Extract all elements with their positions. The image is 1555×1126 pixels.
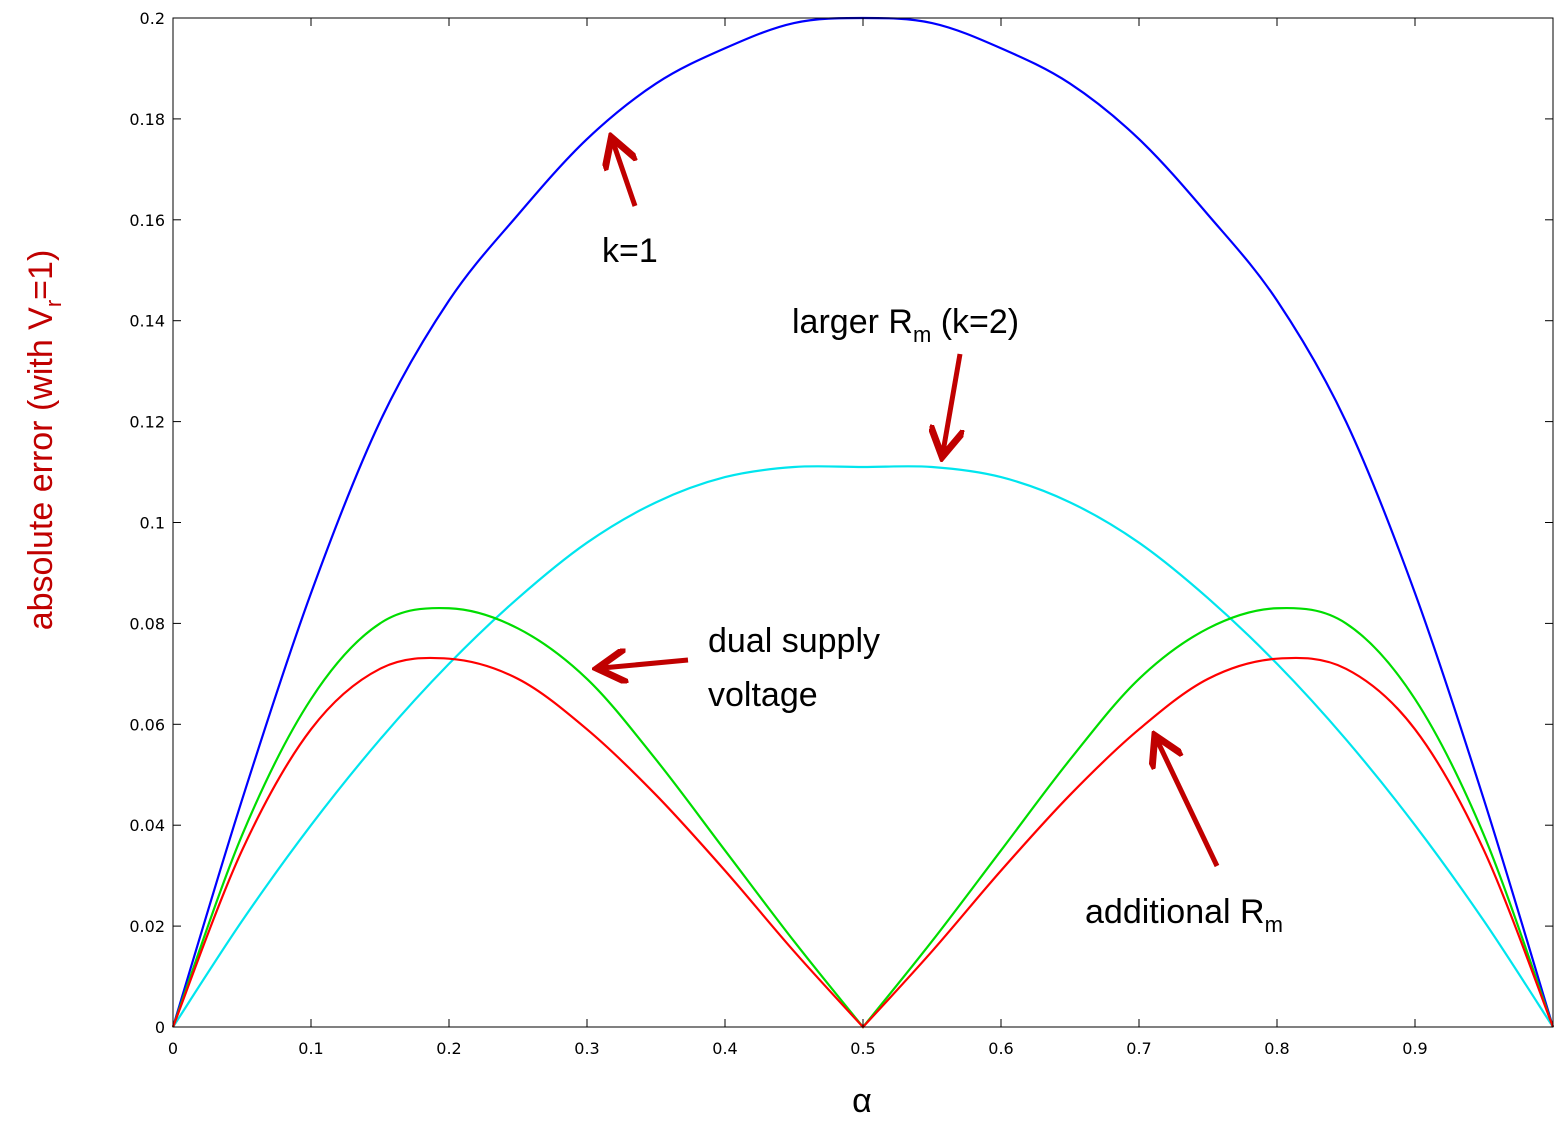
x-tick-label: 0.2: [436, 1039, 461, 1058]
x-axis-title: α: [852, 1082, 872, 1120]
series-line-3: [171, 656, 1555, 1029]
annotation-k1: k=1: [602, 142, 658, 270]
series-line-2: [171, 606, 1555, 1029]
x-tick-label: 0.8: [1264, 1039, 1289, 1058]
annotation-larger-rm-label: larger Rm (k=2): [792, 303, 1019, 347]
y-tick-label: 0.08: [129, 614, 165, 633]
annotation-additional-rm: additional Rm: [1085, 740, 1283, 937]
annotation-larger-rm: larger Rm (k=2): [792, 303, 1019, 452]
x-tick-label: 0.3: [574, 1039, 599, 1058]
x-tick-label: 0.5: [850, 1039, 875, 1058]
y-tick-label: 0.16: [129, 211, 165, 230]
y-tick-label: 0.14: [129, 312, 165, 331]
y-tick-label: 0.18: [129, 110, 165, 129]
y-tick-label: 0.2: [140, 9, 165, 28]
annotation-k1-arrow: [613, 142, 635, 207]
annotation-dual-supply-arrow: [602, 660, 689, 668]
annotation-dual-supply-label-line2: voltage: [708, 676, 818, 714]
annotation-dual-supply: dual supply voltage: [602, 622, 880, 714]
ticks-layer: 0 0.1 0.2 0.3 0.4 0.5 0.6 0.7 0.8 0.9 0 0.02 0.04 0.0…: [129, 9, 1553, 1058]
y-tick-label: 0.12: [129, 413, 165, 432]
y-tick-label: 0.04: [129, 816, 165, 835]
annotation-dual-supply-label: dual supply: [708, 622, 880, 660]
annotation-k1-label: k=1: [602, 232, 658, 270]
y-axis-title: absolute error (with Vr=1): [22, 250, 66, 631]
y-tick-label: 0.02: [129, 917, 165, 936]
y-tick-label: 0.06: [129, 715, 165, 734]
y-tick-label: 0: [155, 1018, 165, 1037]
plot-area-frame: [172, 17, 1554, 1028]
x-tick-label: 0: [168, 1039, 178, 1058]
x-tick-label: 0.7: [1126, 1039, 1151, 1058]
series-layer: [171, 16, 1555, 1029]
series-line-0: [171, 16, 1555, 1028]
annotation-additional-rm-label: additional Rm: [1085, 893, 1283, 937]
x-tick-label: 0.4: [712, 1039, 737, 1058]
annotation-larger-rm-arrow: [943, 353, 960, 452]
x-tick-label: 0.1: [298, 1039, 323, 1058]
annotation-additional-rm-arrow: [1157, 740, 1220, 868]
y-tick-label: 0.1: [140, 514, 165, 533]
series-line-1: [172, 465, 1554, 1028]
x-tick-label: 0.6: [988, 1039, 1013, 1058]
x-tick-label: 0.9: [1402, 1039, 1427, 1058]
